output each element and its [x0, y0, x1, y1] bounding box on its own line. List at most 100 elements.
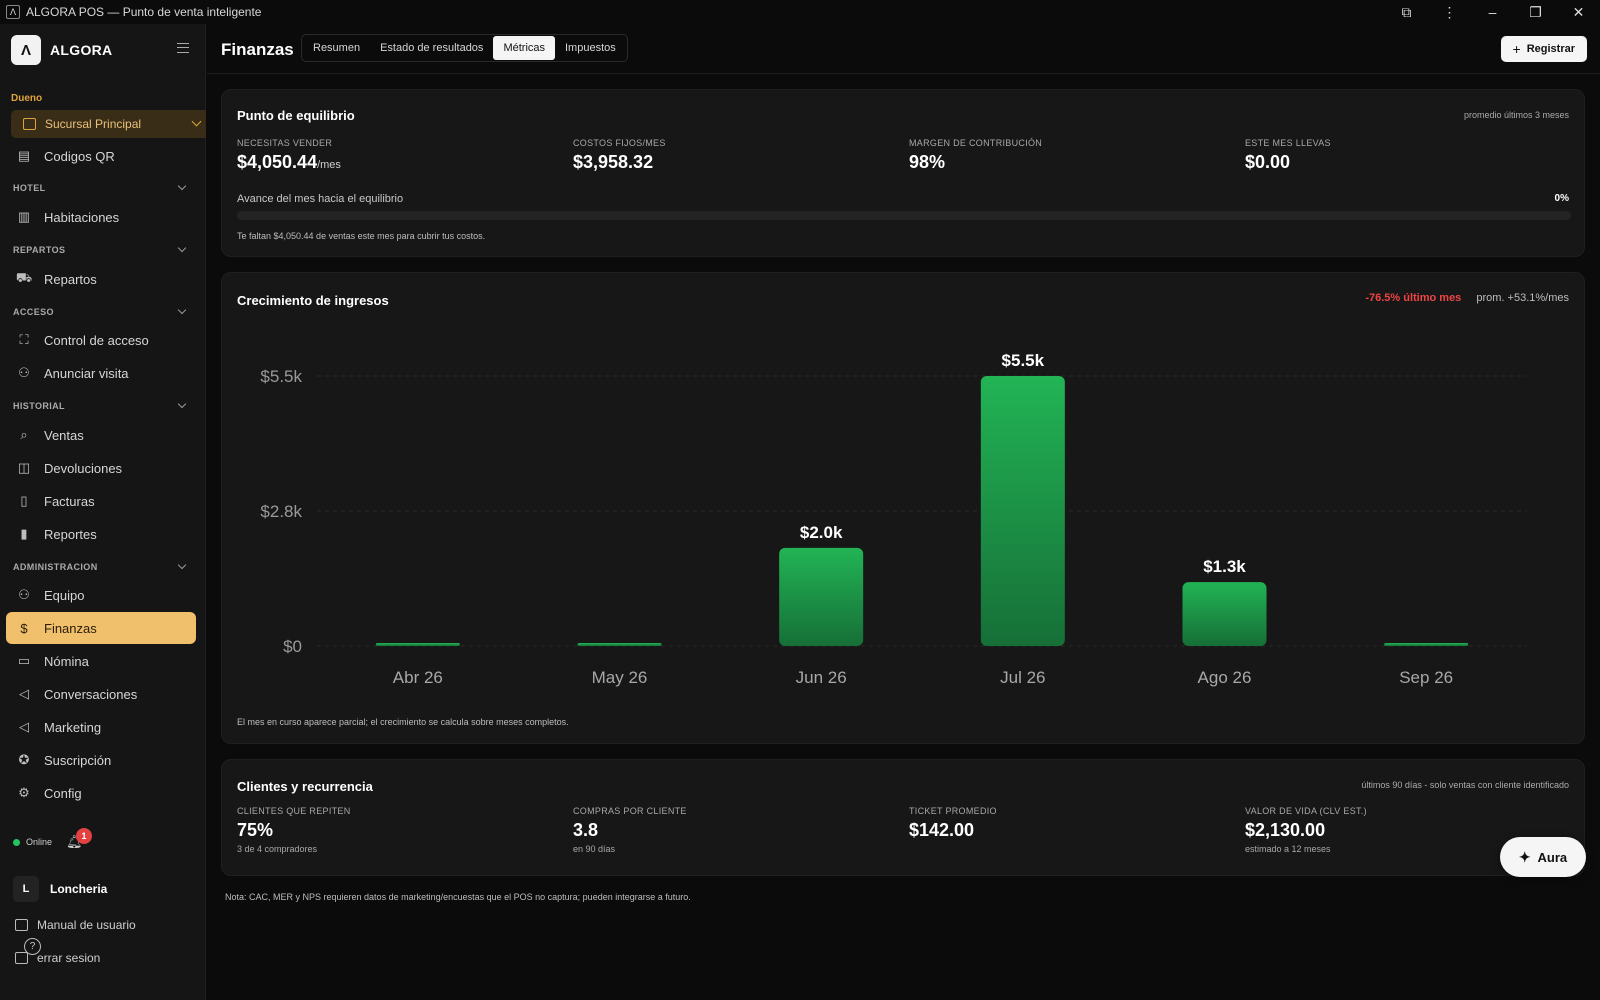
chevron-down-icon	[177, 560, 187, 570]
growth-stats: -76.5% último mes prom. +53.1%/mes	[1365, 292, 1569, 304]
tab-resumen[interactable]: Resumen	[313, 42, 361, 54]
chart-bar[interactable]	[577, 643, 662, 646]
register-label: Registrar	[1526, 43, 1575, 55]
tabs: Resumen Estado de resultados Métricas Im…	[301, 34, 628, 62]
progress-note: Te faltan $4,050.44 de ventas este mes p…	[237, 231, 486, 241]
sidebar-item-label: Config	[44, 785, 82, 801]
sidebar-item-control-de-acceso[interactable]: ⛶ Control de acceso	[6, 324, 196, 356]
window-titlebar: Λ ALGORA POS — Punto de venta inteligent…	[0, 0, 1600, 24]
bag-icon: ◫	[17, 460, 31, 475]
users-icon: ⚇	[18, 587, 30, 602]
sidebar-item-marketing[interactable]: ◁ Marketing	[6, 711, 196, 743]
clients-card: Clientes y recurrencia últimos 90 días -…	[221, 759, 1585, 876]
sidebar-item-conversaciones[interactable]: ◁ Conversaciones	[6, 678, 196, 710]
kpi-clientes-que-repiten: CLIENTES QUE REPITEN 75% 3 de 4 comprado…	[237, 806, 351, 854]
sidebar-item-repartos[interactable]: ⛟ Repartos	[6, 263, 196, 295]
chart-bar[interactable]	[1182, 582, 1267, 646]
section-repartos[interactable]: REPARTOS	[13, 243, 189, 255]
revenue-bar-chart: $0 $2.8k $5.5k Abr 26 May 26 $2.0k Jun 26 $5.5k…	[260, 351, 1527, 687]
x-tick-label: Jul 26	[1000, 668, 1045, 687]
users-icon: ⚇	[18, 365, 30, 380]
register-button[interactable]: + Registrar	[1500, 36, 1587, 62]
tab-estado-de-resultados[interactable]: Estado de resultados	[380, 42, 484, 54]
tab-metricas[interactable]: Métricas	[493, 36, 555, 60]
sidebar-item-label: Finanzas	[44, 620, 97, 636]
dollar-icon: $	[20, 620, 28, 636]
chart-bar[interactable]	[980, 376, 1065, 646]
sidebar-item-anunciar-visita[interactable]: ⚇ Anunciar visita	[6, 357, 196, 389]
sidebar-item-label: Devoluciones	[44, 460, 123, 476]
sidebar-item-devoluciones[interactable]: ◫ Devoluciones	[6, 452, 196, 484]
x-tick-label: Sep 26	[1399, 668, 1453, 687]
growth-title: Crecimiento de ingresos	[237, 293, 389, 308]
sidebar-item-label: Ventas	[44, 427, 84, 443]
menu-toggle-icon[interactable]	[177, 43, 189, 53]
sidebar: Λ ALGORA Dueno Sucursal Principal ▤ Codi…	[0, 24, 206, 1000]
clients-note: últimos 90 días - solo ventas con client…	[1361, 780, 1569, 790]
tab-impuestos[interactable]: Impuestos	[565, 42, 616, 54]
user-manual-link[interactable]: Manual de usuario	[15, 918, 136, 932]
notification-badge: 1	[76, 828, 92, 844]
search-icon: ⌕	[20, 427, 28, 442]
sidebar-item-ventas[interactable]: ⌕ Ventas	[6, 419, 196, 451]
badge-icon: ✪	[18, 752, 30, 767]
chart-bar[interactable]	[375, 643, 460, 646]
page-header: Finanzas Resumen Estado de resultados Mé…	[207, 24, 1600, 74]
breakeven-title: Punto de equilibrio	[237, 108, 355, 123]
close-button[interactable]: ✕	[1572, 3, 1585, 20]
minimize-button[interactable]: –	[1488, 4, 1497, 20]
sidebar-item-suscripcion[interactable]: ✪ Suscripción	[6, 744, 196, 776]
sparkle-icon: ✦	[1518, 848, 1531, 865]
growth-last-month: -76.5% último mes	[1365, 292, 1462, 304]
document-icon: ▯	[20, 493, 28, 508]
sidebar-item-codigos-qr[interactable]: ▤ Codigos QR	[6, 140, 196, 172]
sidebar-item-habitaciones[interactable]: ▥ Habitaciones	[6, 201, 196, 233]
section-hotel[interactable]: HOTEL	[13, 181, 189, 193]
chevron-down-icon	[177, 399, 187, 409]
bar-data-label: $2.0k	[800, 523, 843, 542]
breakeven-card: Punto de equilibrio promedio últimos 3 m…	[221, 89, 1585, 257]
plus-icon: +	[1512, 41, 1521, 57]
branch-selector[interactable]: Sucursal Principal	[11, 110, 206, 138]
progress-bar	[237, 211, 1571, 220]
window-title: ALGORA POS — Punto de venta inteligente	[26, 5, 262, 19]
sidebar-item-label: Marketing	[44, 719, 102, 735]
sidebar-item-finanzas[interactable]: $ Finanzas	[6, 612, 196, 644]
qr-icon: ▤	[17, 148, 31, 163]
more-vertical-icon[interactable]: ⋮	[1442, 3, 1457, 20]
extension-icon[interactable]: ⧉	[1401, 3, 1412, 20]
y-tick-label: $5.5k	[260, 367, 302, 386]
kpi-costos-fijos: COSTOS FIJOS/MES $3,958.32	[573, 138, 666, 172]
section-administracion[interactable]: ADMINISTRACION	[13, 560, 189, 572]
online-status: Online	[13, 837, 52, 847]
kpi-compras-por-cliente: COMPRAS POR CLIENTE 3.8 en 90 días	[573, 806, 687, 854]
restore-button[interactable]: ❐	[1529, 3, 1542, 20]
sidebar-item-facturas[interactable]: ▯ Facturas	[6, 485, 196, 517]
aura-assistant-button[interactable]: ✦ Aura	[1500, 837, 1586, 877]
avatar: L	[13, 876, 39, 902]
section-acceso[interactable]: ACCESO	[13, 305, 189, 317]
section-historial[interactable]: HISTORIAL	[13, 399, 189, 411]
logout-link[interactable]: errar sesion	[15, 951, 100, 965]
sidebar-item-equipo[interactable]: ⚇ Equipo	[6, 579, 196, 611]
sidebar-item-label: Repartos	[44, 271, 97, 287]
status-dot	[13, 838, 20, 846]
kpi-margen-contribucion: MARGEN DE CONTRIBUCIÓN 98%	[909, 138, 1043, 172]
clients-title: Clientes y recurrencia	[237, 779, 373, 794]
book-icon	[15, 919, 28, 931]
sidebar-item-config[interactable]: ⚙ Config	[6, 777, 196, 809]
chart-bar[interactable]	[779, 547, 864, 646]
sidebar-item-label: Suscripción	[44, 752, 112, 768]
y-tick-label: $0	[283, 637, 302, 656]
breakeven-note: promedio últimos 3 meses	[1463, 110, 1569, 120]
chart-bar[interactable]	[1384, 643, 1469, 646]
sidebar-item-nomina[interactable]: ▭ Nómina	[6, 645, 196, 677]
user-profile[interactable]: L Loncheria	[13, 876, 107, 902]
sidebar-item-label: Control de acceso	[44, 332, 149, 348]
help-icon[interactable]: ?	[24, 938, 41, 955]
sidebar-item-reportes[interactable]: ▮ Reportes	[6, 518, 196, 550]
progress-percent: 0%	[1554, 193, 1569, 204]
y-tick-label: $2.8k	[260, 502, 302, 521]
brand[interactable]: Λ ALGORA	[11, 35, 112, 65]
truck-icon: ⛟	[15, 270, 33, 285]
